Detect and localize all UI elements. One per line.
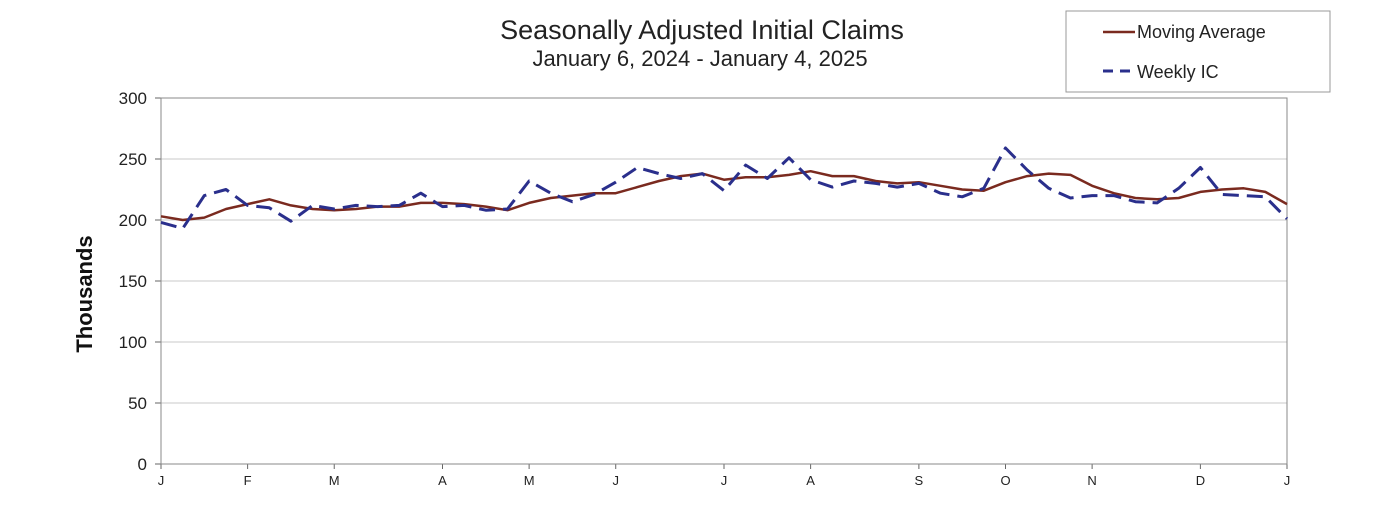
x-tick-label: M [524, 473, 535, 488]
x-tick-label: D [1196, 473, 1205, 488]
legend-box [1065, 10, 1331, 93]
gridlines [161, 97, 1287, 465]
x-tick-label: S [915, 473, 924, 488]
y-tick-label: 300 [119, 89, 147, 108]
x-tick-label: J [612, 473, 619, 488]
y-tick-label: 0 [138, 455, 147, 474]
y-tick-label: 150 [119, 272, 147, 291]
chart-subtitle: January 6, 2024 - January 4, 2025 [532, 46, 867, 71]
x-tick-label: A [806, 473, 815, 488]
y-tick-label: 100 [119, 333, 147, 352]
y-axis-label: Thousands [72, 235, 97, 352]
y-tick-label: 50 [128, 394, 147, 413]
x-tick-label: F [244, 473, 252, 488]
x-tick-label: A [438, 473, 447, 488]
legend-label-weekly-ic: Weekly IC [1137, 62, 1219, 82]
plot-frame [160, 97, 1288, 465]
x-tick-label: M [329, 473, 340, 488]
series-lines [160, 146, 1289, 230]
x-tick-label: J [158, 473, 165, 488]
y-tick-label: 250 [119, 150, 147, 169]
y-tick-label: 200 [119, 211, 147, 230]
series-line-moving-average [160, 169, 1288, 222]
series-line-weekly-ic [160, 146, 1289, 230]
y-axis-ticks: 0 50 100 150 200 250 300 [119, 89, 161, 474]
chart-title: Seasonally Adjusted Initial Claims [500, 15, 904, 45]
legend: Moving Average Weekly IC [1065, 10, 1331, 93]
x-tick-label: N [1087, 473, 1096, 488]
x-tick-label: O [1000, 473, 1010, 488]
x-tick-label: J [1284, 473, 1291, 488]
legend-label-moving-average: Moving Average [1137, 22, 1266, 42]
x-tick-label: J [721, 473, 728, 488]
